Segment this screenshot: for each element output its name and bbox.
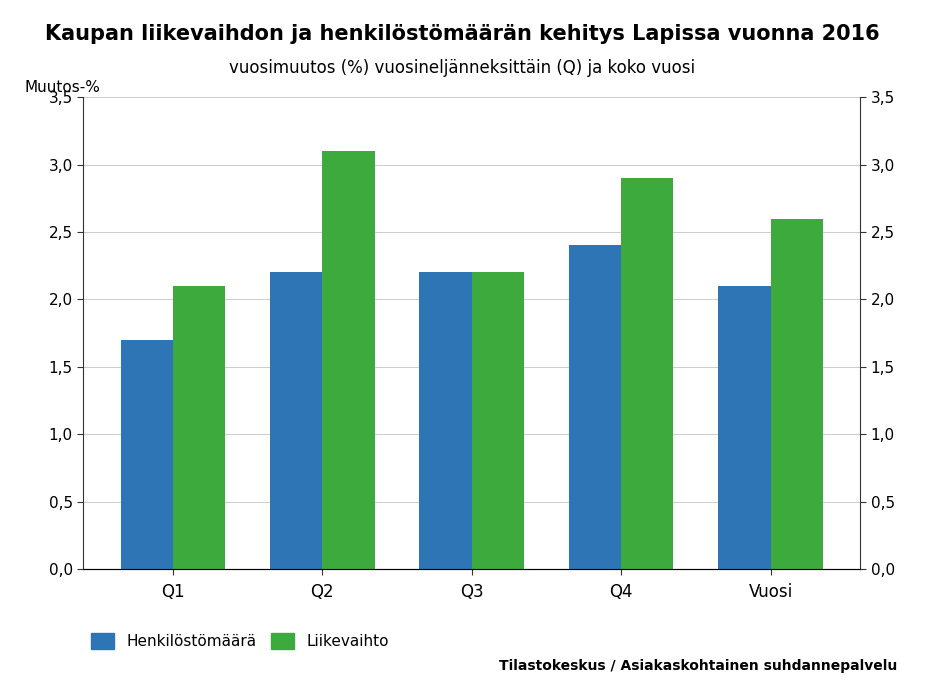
Bar bbox=[622, 178, 673, 569]
Bar bbox=[472, 273, 524, 569]
Text: Tilastokeskus / Asiakaskohtainen suhdannepalvelu: Tilastokeskus / Asiakaskohtainen suhdann… bbox=[499, 659, 897, 673]
Text: Muutos-%: Muutos-% bbox=[25, 80, 101, 95]
Bar bbox=[719, 286, 771, 569]
Bar bbox=[569, 246, 622, 569]
Legend: Henkilöstömäärä, Liikevaihto: Henkilöstömäärä, Liikevaihto bbox=[91, 634, 389, 650]
Bar bbox=[419, 273, 472, 569]
Bar bbox=[120, 340, 173, 569]
Bar bbox=[322, 151, 375, 569]
Bar bbox=[771, 219, 823, 569]
Bar bbox=[173, 286, 225, 569]
Bar bbox=[270, 273, 322, 569]
Text: Kaupan liikevaihdon ja henkilöstömäärän kehitys Lapissa vuonna 2016: Kaupan liikevaihdon ja henkilöstömäärän … bbox=[45, 24, 880, 44]
Text: vuosimuutos (%) vuosineljänneksittäin (Q) ja koko vuosi: vuosimuutos (%) vuosineljänneksittäin (Q… bbox=[229, 59, 696, 77]
